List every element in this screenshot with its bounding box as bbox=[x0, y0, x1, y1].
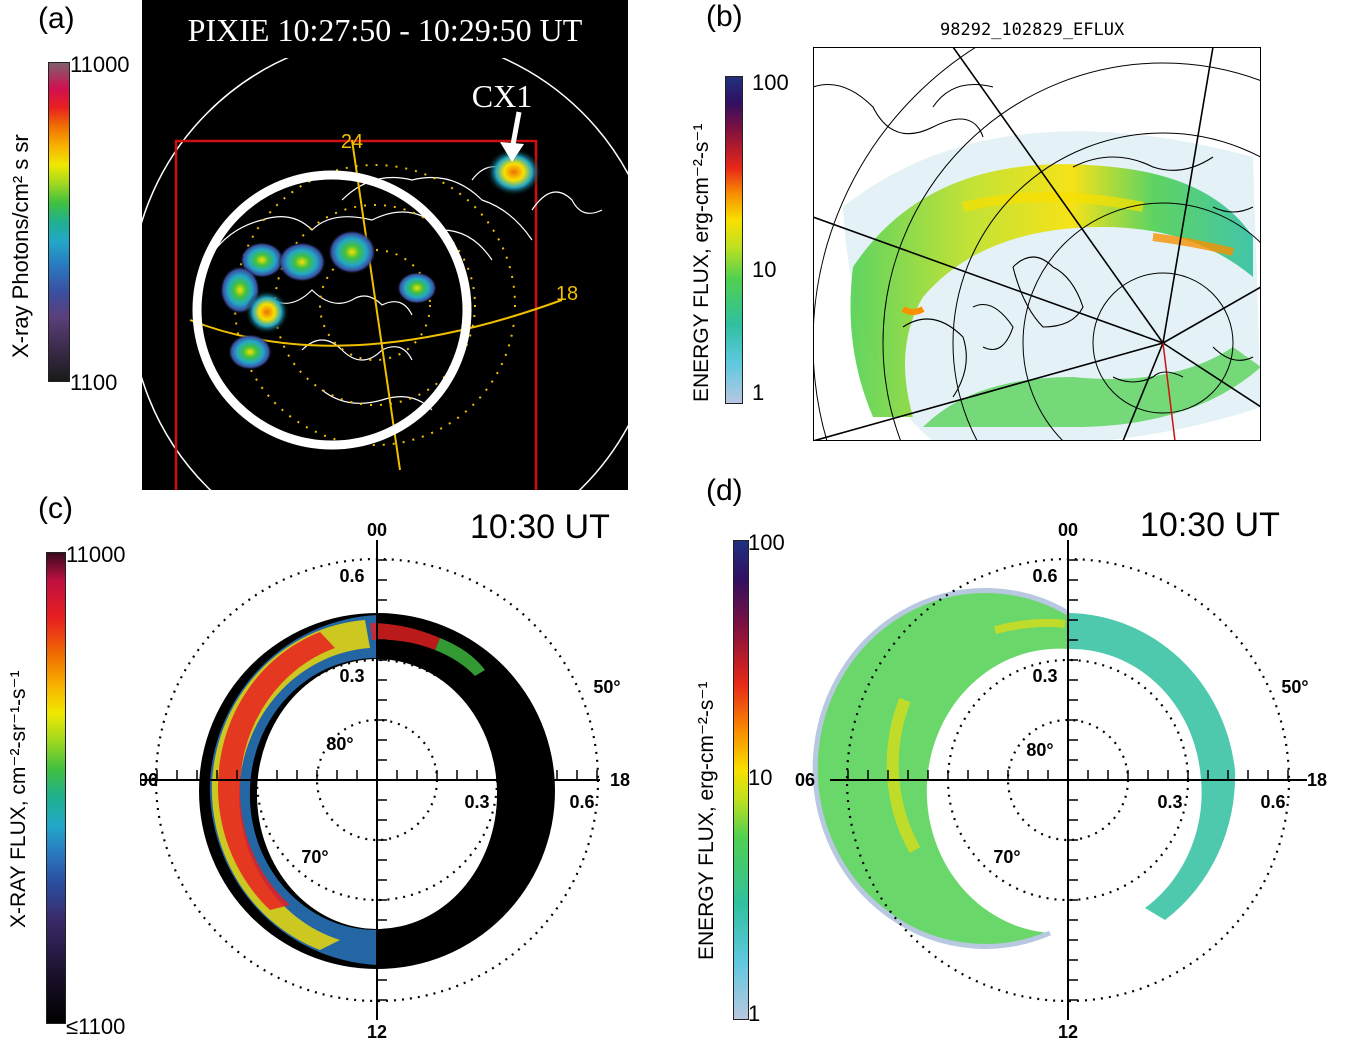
panel-c-axis-18: 18 bbox=[610, 770, 630, 790]
panel-d-colorbar-tick-100: 100 bbox=[748, 530, 785, 555]
panel-d-radial-0.6-right: 0.6 bbox=[1260, 792, 1285, 812]
panel-d-colorbar-tick-1: 1 bbox=[748, 1001, 761, 1026]
panel-b-colorbar-tick-1: 1 bbox=[752, 380, 765, 405]
panel-a-callout-cx1: CX1 bbox=[472, 78, 532, 114]
panel-b-colorbar-tick-100: 100 bbox=[752, 70, 789, 95]
panel-a-colorbar-max: 11000 bbox=[70, 52, 130, 77]
panel-a-colorbar bbox=[48, 62, 70, 382]
panel-d-colorbar-tick-10: 10 bbox=[748, 765, 773, 790]
panel-d-time: 10:30 UT bbox=[1140, 506, 1280, 544]
panel-c-lat-70: 70° bbox=[301, 847, 328, 867]
panel-d-axis-18: 18 bbox=[1307, 770, 1327, 790]
panel-c-label: (c) bbox=[38, 492, 73, 525]
panel-a-colorbar-min: 1100 bbox=[70, 370, 118, 395]
panel-d-axis-00: 00 bbox=[1058, 520, 1078, 540]
panel-c-colorbar-label: X-RAY FLUX, cm⁻²-sr⁻¹-s⁻¹ bbox=[7, 670, 30, 928]
panel-c-time: 10:30 UT bbox=[470, 508, 610, 546]
panel-a-label: (a) bbox=[38, 2, 75, 35]
panel-d-colorbar-label: ENERGY FLUX, erg-cm⁻²-s⁻¹ bbox=[695, 681, 718, 960]
panel-a-image: PIXIE 10:27:50 - 10:29:50 UT CX1 24 18 bbox=[142, 0, 628, 490]
panel-c-axis-00: 00 bbox=[367, 520, 387, 540]
panel-c-lat-50: 50° bbox=[593, 677, 620, 697]
panel-c-colorbar-min: ≤1100 bbox=[66, 1014, 126, 1039]
panel-a-mlt-24: 24 bbox=[341, 131, 363, 153]
panel-b-title: 98292_102829_EFLUX bbox=[940, 20, 1125, 40]
panel-c-polar-plot: 00 06 18 12 0.6 0.3 0.3 0.6 80° 70° 50° bbox=[140, 520, 630, 1042]
panel-b-colorbar-tick-10: 10 bbox=[752, 257, 777, 282]
panel-b-image bbox=[813, 47, 1261, 441]
panel-d-radial-0.6-top: 0.6 bbox=[1032, 566, 1057, 586]
panel-c-radial-0.6-top: 0.6 bbox=[339, 566, 364, 586]
panel-b-colorbar-label: ENERGY FLUX, erg-cm⁻²-s⁻¹ bbox=[690, 123, 713, 402]
panel-c-radial-0.6-right: 0.6 bbox=[569, 792, 594, 812]
panel-c-axis-06: 06 bbox=[140, 770, 158, 790]
panel-d-lat-70: 70° bbox=[993, 847, 1020, 867]
panel-c-colorbar-max: 11000 bbox=[66, 542, 126, 567]
panel-c-colorbar bbox=[46, 552, 66, 1024]
panel-d-lat-80: 80° bbox=[1026, 740, 1053, 760]
panel-a-mlt-18: 18 bbox=[556, 283, 578, 305]
panel-d-axis-12: 12 bbox=[1058, 1022, 1078, 1042]
panel-d-colorbar bbox=[733, 540, 749, 1020]
panel-d-polar-plot: 00 06 18 12 0.6 0.3 0.3 0.6 80° 70° 50° bbox=[795, 520, 1327, 1042]
panel-b-colorbar bbox=[725, 76, 743, 404]
panel-d-lat-50: 50° bbox=[1281, 677, 1308, 697]
panel-a-colorbar-label: X-ray Photons/cm² s sr bbox=[8, 134, 33, 358]
panel-c-radial-0.3-top: 0.3 bbox=[339, 666, 364, 686]
panel-c-axis-12: 12 bbox=[367, 1022, 387, 1042]
panel-d-label: (d) bbox=[706, 474, 743, 507]
panel-c-lat-80: 80° bbox=[326, 734, 353, 754]
panel-d-radial-0.3-top: 0.3 bbox=[1032, 666, 1057, 686]
panel-c-radial-0.3-right: 0.3 bbox=[464, 792, 489, 812]
panel-d-axis-06: 06 bbox=[795, 770, 815, 790]
panel-a-title: PIXIE 10:27:50 - 10:29:50 UT bbox=[188, 12, 583, 48]
panel-b-label: (b) bbox=[706, 0, 743, 33]
panel-d-radial-0.3-right: 0.3 bbox=[1157, 792, 1182, 812]
